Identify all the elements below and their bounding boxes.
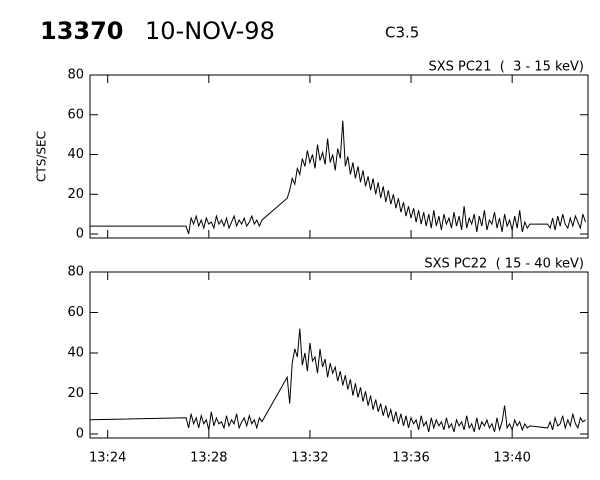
y-tick-label: 80: [67, 265, 84, 280]
x-tick-label: 13:36: [392, 451, 429, 466]
x-tick-label: 13:40: [493, 451, 530, 466]
y-tick-label: 0: [76, 227, 84, 242]
panel-title: SXS PC21 ( 3 - 15 keV): [428, 60, 584, 75]
y-tick-label: 80: [67, 68, 84, 83]
y-tick-label: 60: [67, 305, 84, 320]
y-tick-label: 20: [67, 187, 84, 202]
y-tick-label: 20: [67, 386, 84, 401]
data-line: [89, 328, 586, 433]
x-tick-label: 13:24: [89, 451, 126, 466]
y-tick-label: 40: [67, 345, 84, 360]
y-axis-label: CTS/SEC: [35, 131, 49, 182]
event-id: 13370: [40, 17, 124, 45]
y-tick-label: 40: [67, 147, 84, 162]
plot-frame: [89, 74, 589, 239]
event-date: 10-NOV-98: [145, 17, 275, 45]
flare-class: C3.5: [385, 24, 419, 42]
panel-title: SXS PC22 ( 15 - 40 keV): [424, 257, 584, 272]
data-line: [90, 120, 586, 235]
y-tick-label: 0: [76, 426, 84, 441]
plot-frame: [89, 271, 589, 439]
y-tick-label: 60: [67, 107, 84, 122]
x-tick-label: 13:28: [190, 451, 227, 466]
x-tick-label: 13:32: [291, 451, 328, 466]
